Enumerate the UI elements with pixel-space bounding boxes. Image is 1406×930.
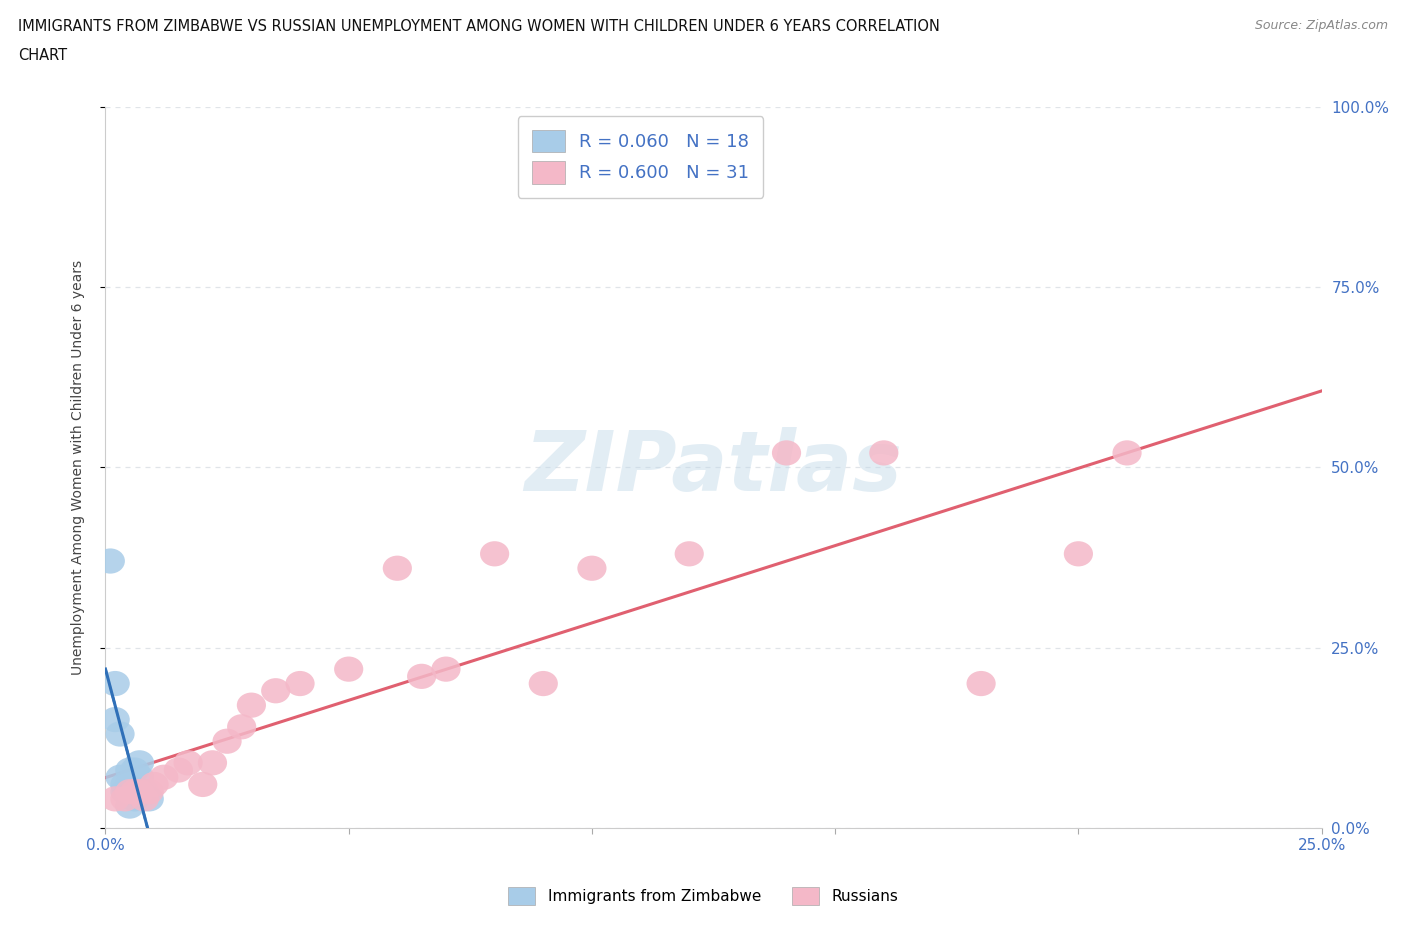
- Ellipse shape: [101, 786, 129, 812]
- Ellipse shape: [188, 772, 218, 797]
- Ellipse shape: [101, 707, 129, 732]
- Ellipse shape: [479, 541, 509, 566]
- Legend: R = 0.060   N = 18, R = 0.600   N = 31: R = 0.060 N = 18, R = 0.600 N = 31: [517, 116, 763, 198]
- Ellipse shape: [120, 779, 149, 804]
- Legend: Immigrants from Zimbabwe, Russians: Immigrants from Zimbabwe, Russians: [502, 882, 904, 911]
- Ellipse shape: [110, 779, 139, 804]
- Ellipse shape: [115, 757, 145, 783]
- Text: Source: ZipAtlas.com: Source: ZipAtlas.com: [1254, 19, 1388, 32]
- Ellipse shape: [1112, 440, 1142, 466]
- Ellipse shape: [382, 555, 412, 581]
- Ellipse shape: [96, 549, 125, 574]
- Ellipse shape: [105, 764, 135, 790]
- Ellipse shape: [115, 779, 145, 804]
- Ellipse shape: [120, 786, 149, 812]
- Ellipse shape: [135, 779, 165, 804]
- Text: IMMIGRANTS FROM ZIMBABWE VS RUSSIAN UNEMPLOYMENT AMONG WOMEN WITH CHILDREN UNDER: IMMIGRANTS FROM ZIMBABWE VS RUSSIAN UNEM…: [18, 19, 941, 33]
- Ellipse shape: [115, 793, 145, 818]
- Ellipse shape: [129, 786, 159, 812]
- Ellipse shape: [115, 772, 145, 797]
- Ellipse shape: [262, 678, 290, 703]
- Ellipse shape: [125, 779, 155, 804]
- Ellipse shape: [529, 671, 558, 697]
- Ellipse shape: [125, 764, 155, 790]
- Ellipse shape: [105, 722, 135, 747]
- Text: ZIPatlas: ZIPatlas: [524, 427, 903, 508]
- Ellipse shape: [408, 664, 436, 689]
- Ellipse shape: [165, 757, 193, 783]
- Ellipse shape: [236, 693, 266, 718]
- Ellipse shape: [285, 671, 315, 697]
- Ellipse shape: [120, 757, 149, 783]
- Ellipse shape: [135, 786, 165, 812]
- Ellipse shape: [772, 440, 801, 466]
- Ellipse shape: [578, 555, 606, 581]
- Y-axis label: Unemployment Among Women with Children Under 6 years: Unemployment Among Women with Children U…: [70, 259, 84, 675]
- Ellipse shape: [198, 751, 228, 776]
- Ellipse shape: [125, 751, 155, 776]
- Ellipse shape: [125, 779, 155, 804]
- Text: CHART: CHART: [18, 48, 67, 63]
- Ellipse shape: [101, 671, 129, 697]
- Ellipse shape: [966, 671, 995, 697]
- Ellipse shape: [335, 657, 363, 682]
- Ellipse shape: [110, 772, 139, 797]
- Ellipse shape: [129, 779, 159, 804]
- Ellipse shape: [139, 772, 169, 797]
- Ellipse shape: [228, 714, 256, 739]
- Ellipse shape: [675, 541, 704, 566]
- Ellipse shape: [173, 751, 202, 776]
- Ellipse shape: [149, 764, 179, 790]
- Ellipse shape: [120, 779, 149, 804]
- Ellipse shape: [110, 786, 139, 812]
- Ellipse shape: [212, 728, 242, 754]
- Ellipse shape: [432, 657, 461, 682]
- Ellipse shape: [1064, 541, 1092, 566]
- Ellipse shape: [869, 440, 898, 466]
